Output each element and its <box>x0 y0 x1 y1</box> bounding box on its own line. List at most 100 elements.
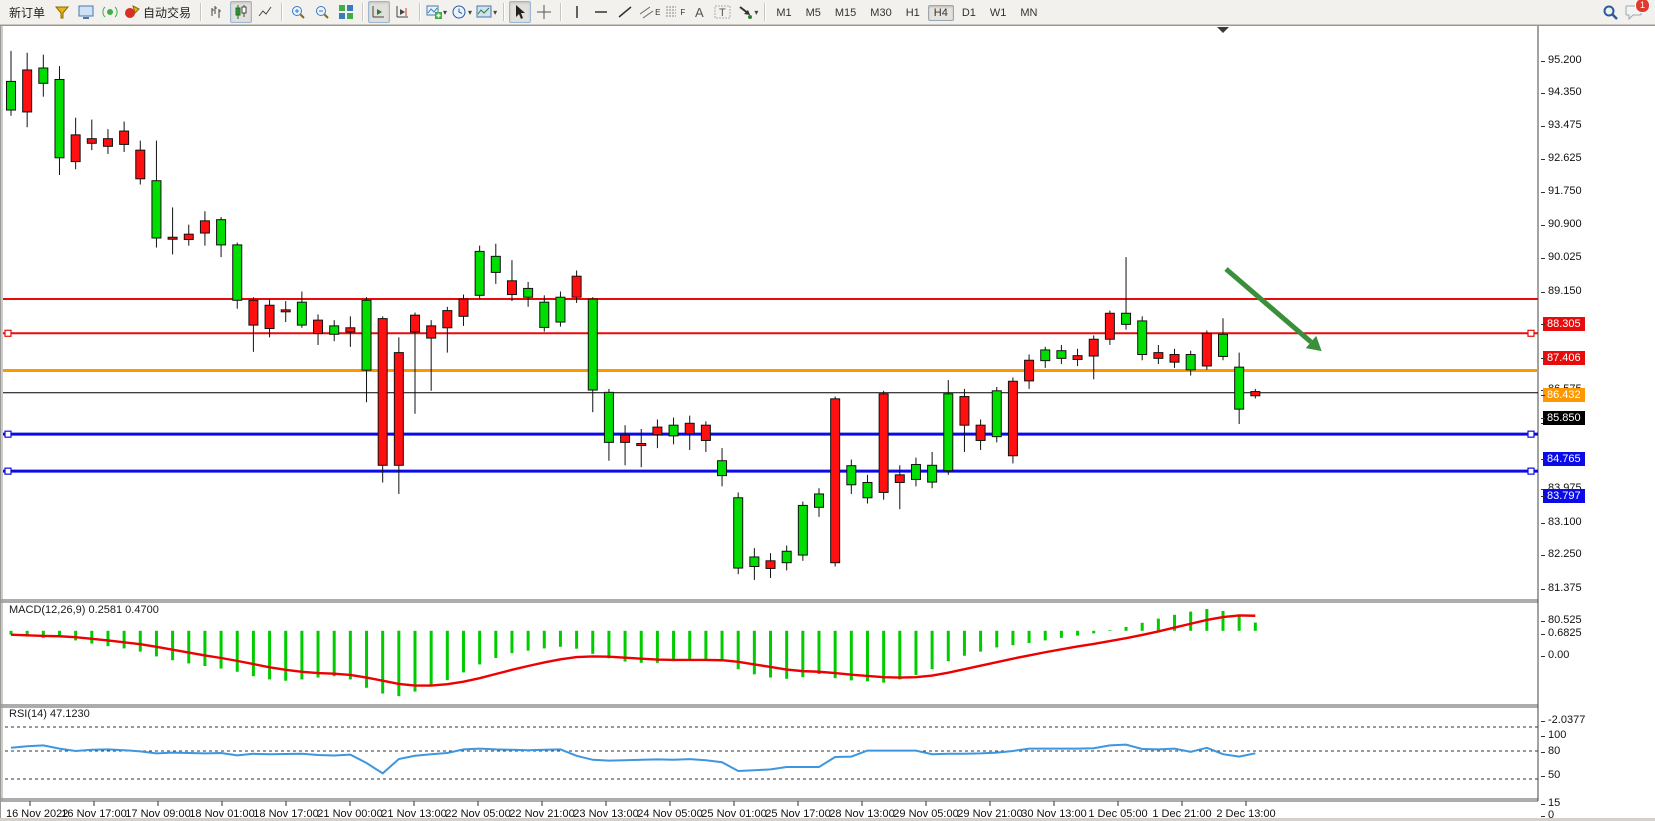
macd-label: MACD(12,26,9) 0.2581 0.4700 <box>9 604 159 616</box>
hline-handle-right[interactable] <box>1527 467 1535 475</box>
text-label-button[interactable]: T <box>712 1 734 23</box>
market-watch-button[interactable] <box>75 1 97 23</box>
candle-body <box>700 424 711 441</box>
candle-body <box>199 220 210 234</box>
candle-body <box>733 497 744 569</box>
candle-body <box>506 280 517 296</box>
equidistant-channel-button[interactable]: E <box>638 1 661 23</box>
fibonacci-button[interactable]: F <box>663 1 686 23</box>
indicators-button[interactable]: ▾ <box>425 1 448 23</box>
auto-scroll-icon <box>372 6 385 18</box>
axis-tick-mark <box>1541 633 1545 635</box>
zoom-out-button[interactable] <box>311 1 333 23</box>
candle-body <box>280 309 291 313</box>
time-label: 24 Nov 05:00 <box>637 808 702 818</box>
candle-body <box>684 422 695 435</box>
chevron-down-icon: ▾ <box>754 7 759 17</box>
timeframe-M15[interactable]: M15 <box>834 7 857 19</box>
timeframe-W1[interactable]: W1 <box>989 7 1007 19</box>
zoom-in-button[interactable] <box>287 1 309 23</box>
clock-icon <box>452 5 466 19</box>
zoom-in-icon <box>292 6 305 19</box>
tile-windows-button[interactable] <box>335 1 357 23</box>
macd-tick: 0.6825 <box>1548 626 1582 639</box>
horizontal-line-button[interactable] <box>590 1 612 23</box>
rsi-label: RSI(14) 47.1230 <box>9 708 90 720</box>
periods-button[interactable]: ▾ <box>450 1 473 23</box>
hline-handle-right[interactable] <box>1527 430 1535 438</box>
shift-marker-icon[interactable] <box>1217 27 1229 33</box>
time-label: 23 Nov 13:00 <box>573 808 638 818</box>
shapes-button[interactable]: ▾ <box>736 1 759 23</box>
timeframe-MN[interactable]: MN <box>1020 7 1038 19</box>
zoom-out-icon <box>316 6 329 19</box>
timeframe-M1[interactable]: M1 <box>776 7 792 19</box>
auto-scroll-button[interactable] <box>368 1 391 23</box>
chat-button[interactable]: 1 <box>1623 0 1650 23</box>
price-axis[interactable]: 95.200 94.350 93.475 92.625 91.750 90.900 90.0… <box>1541 26 1655 821</box>
cursor-icon <box>516 5 526 19</box>
candle-body <box>264 304 275 330</box>
hline-handle-left[interactable] <box>4 329 12 337</box>
text-button[interactable]: A <box>688 1 710 23</box>
autotrade-button[interactable]: 自动交易 <box>123 1 195 23</box>
candle-body <box>102 138 113 147</box>
vertical-line-icon <box>576 6 578 18</box>
price-tick: 90.025 <box>1548 251 1582 264</box>
timeframe-M30[interactable]: M30 <box>870 7 892 19</box>
trendline-button[interactable] <box>614 1 636 23</box>
hline-handle-left[interactable] <box>4 467 12 475</box>
time-label: 25 Nov 17:00 <box>765 808 830 818</box>
axis-tick-mark <box>1541 721 1545 722</box>
axis-tick-mark <box>1541 522 1545 524</box>
candle-body <box>248 299 259 326</box>
hline-handle-left[interactable] <box>4 430 12 438</box>
candle-body <box>927 464 938 483</box>
vertical-line-button[interactable] <box>566 1 588 23</box>
search-button[interactable] <box>1599 1 1621 23</box>
candle-body <box>86 138 97 144</box>
search-icon <box>1603 5 1618 20</box>
templates-button[interactable]: ▾ <box>475 1 498 23</box>
line-chart-button[interactable] <box>254 1 276 23</box>
price-tick: 92.625 <box>1548 151 1582 164</box>
timeframe-M5[interactable]: M5 <box>805 7 821 19</box>
candle-body <box>523 287 534 298</box>
candle-body <box>1169 354 1180 363</box>
bar-chart-button[interactable] <box>206 1 228 23</box>
chart-wizard-icon[interactable] <box>51 1 73 23</box>
trend-arrow[interactable] <box>1224 267 1313 344</box>
candle-body <box>151 180 162 239</box>
axis-tick-mark <box>1541 621 1545 623</box>
toolbar-separator <box>362 3 364 21</box>
candle-body <box>571 275 582 298</box>
toolbar-separator <box>419 3 421 21</box>
candlestick-button[interactable] <box>230 1 253 23</box>
cursor-button[interactable] <box>509 1 532 23</box>
candle-body <box>765 560 776 569</box>
axis-tick-mark <box>1541 776 1545 777</box>
time-label: 18 Nov 17:00 <box>253 808 318 818</box>
signals-button[interactable] <box>99 1 121 23</box>
timeframe-H4[interactable]: H4 <box>927 5 954 21</box>
timeframe-H1[interactable]: H1 <box>905 7 920 19</box>
toolbar-separator <box>200 3 202 21</box>
candle-body <box>1024 359 1035 382</box>
time-label: 1 Dec 05:00 <box>1088 808 1147 818</box>
hline-handle-right[interactable] <box>1527 329 1535 337</box>
candle-body <box>1218 333 1228 357</box>
axis-tick-mark <box>1541 395 1545 397</box>
time-label: 1 Dec 21:00 <box>1152 808 1211 818</box>
candle-body <box>1007 380 1018 457</box>
crosshair-button[interactable] <box>533 1 555 23</box>
toolbar-separator <box>560 3 562 21</box>
timeframe-D1[interactable]: D1 <box>961 7 976 19</box>
toolbar-right-group: 1 <box>1598 0 1651 23</box>
new-order-button[interactable]: 新订单 <box>5 1 49 23</box>
candle-body <box>1072 355 1083 360</box>
add-indicator-icon <box>426 5 443 19</box>
time-label: 18 Nov 01:00 <box>189 808 254 818</box>
chart-shift-button[interactable] <box>392 1 414 23</box>
candle-body <box>652 426 663 436</box>
